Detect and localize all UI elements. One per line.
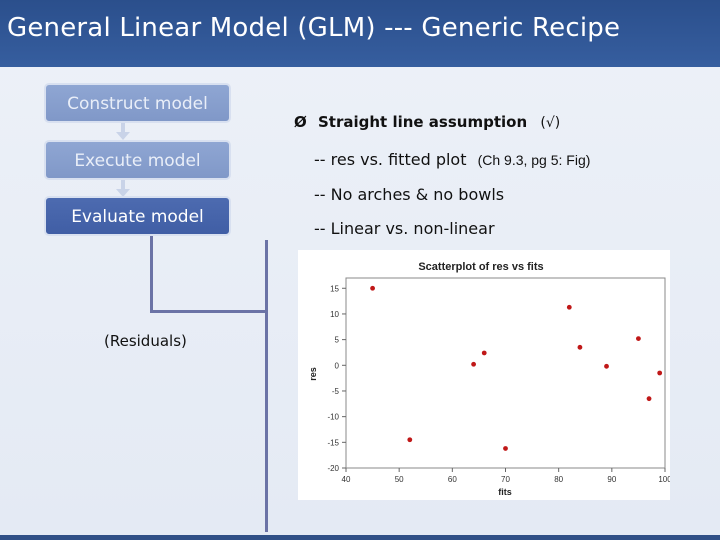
y-tick-label: -10	[327, 413, 339, 422]
connector-line	[265, 240, 268, 532]
y-tick-label: -20	[327, 464, 339, 473]
y-tick-label: 15	[330, 284, 339, 293]
y-tick-label: 0	[335, 361, 340, 370]
bullet-line-1-text: -- res vs. fitted plot	[314, 150, 467, 169]
data-point	[604, 363, 609, 369]
slide-title: General Linear Model (GLM) --- Generic R…	[7, 13, 621, 43]
x-tick-label: 70	[501, 475, 510, 484]
check-mark: (√)	[540, 115, 561, 131]
bottom-bar	[0, 535, 720, 540]
title-bar: General Linear Model (GLM) --- Generic R…	[0, 0, 720, 67]
bullet-heading: Ø Straight line assumption (√)	[294, 113, 560, 131]
bullet-line-1-ref: (Ch 9.3, pg 5: Fig)	[477, 152, 591, 168]
x-tick-label: 100	[658, 475, 670, 484]
data-point	[471, 361, 476, 367]
down-arrow-icon	[116, 180, 130, 197]
evaluate-model-step: Evaluate model	[44, 196, 231, 236]
data-point	[566, 304, 572, 310]
y-tick-label: -5	[332, 387, 340, 396]
y-tick-label: 5	[335, 336, 340, 345]
y-tick-label: 10	[330, 310, 339, 319]
data-point	[503, 446, 508, 451]
chart-title: Scatterplot of res vs fits	[418, 261, 543, 273]
execute-model-step: Execute model	[44, 140, 231, 180]
data-point	[636, 336, 641, 341]
x-tick-label: 80	[554, 475, 563, 484]
data-point	[657, 370, 663, 376]
data-point	[577, 344, 583, 350]
x-axis-label: fits	[498, 487, 512, 497]
data-point	[646, 396, 652, 402]
bullet-heading-text: Straight line assumption	[318, 113, 528, 131]
y-tick-label: -15	[327, 438, 339, 447]
data-point	[407, 437, 413, 443]
connector-line	[150, 236, 153, 312]
data-point	[481, 350, 487, 356]
connector-line	[150, 310, 268, 313]
plot-area	[345, 277, 666, 469]
construct-model-step: Construct model	[44, 83, 231, 123]
residuals-label: (Residuals)	[104, 332, 187, 350]
scatterplot-res-vs-fits: Scatterplot of res vs fits fits res 40 50…	[298, 250, 670, 500]
x-tick-label: 40	[342, 475, 351, 484]
bullet-line-1: -- res vs. fitted plot (Ch 9.3, pg 5: Fi…	[314, 150, 590, 169]
bullet-line-3: -- Linear vs. non-linear	[314, 219, 495, 238]
x-tick-label: 60	[448, 475, 457, 484]
bullet-arrow-icon: Ø	[294, 113, 307, 131]
y-axis-label: res	[308, 367, 318, 381]
bullet-line-2: -- No arches & no bowls	[314, 185, 505, 204]
x-tick-label: 90	[607, 475, 616, 484]
down-arrow-icon	[116, 123, 130, 140]
data-point	[370, 285, 375, 291]
x-tick-label: 50	[395, 475, 404, 484]
